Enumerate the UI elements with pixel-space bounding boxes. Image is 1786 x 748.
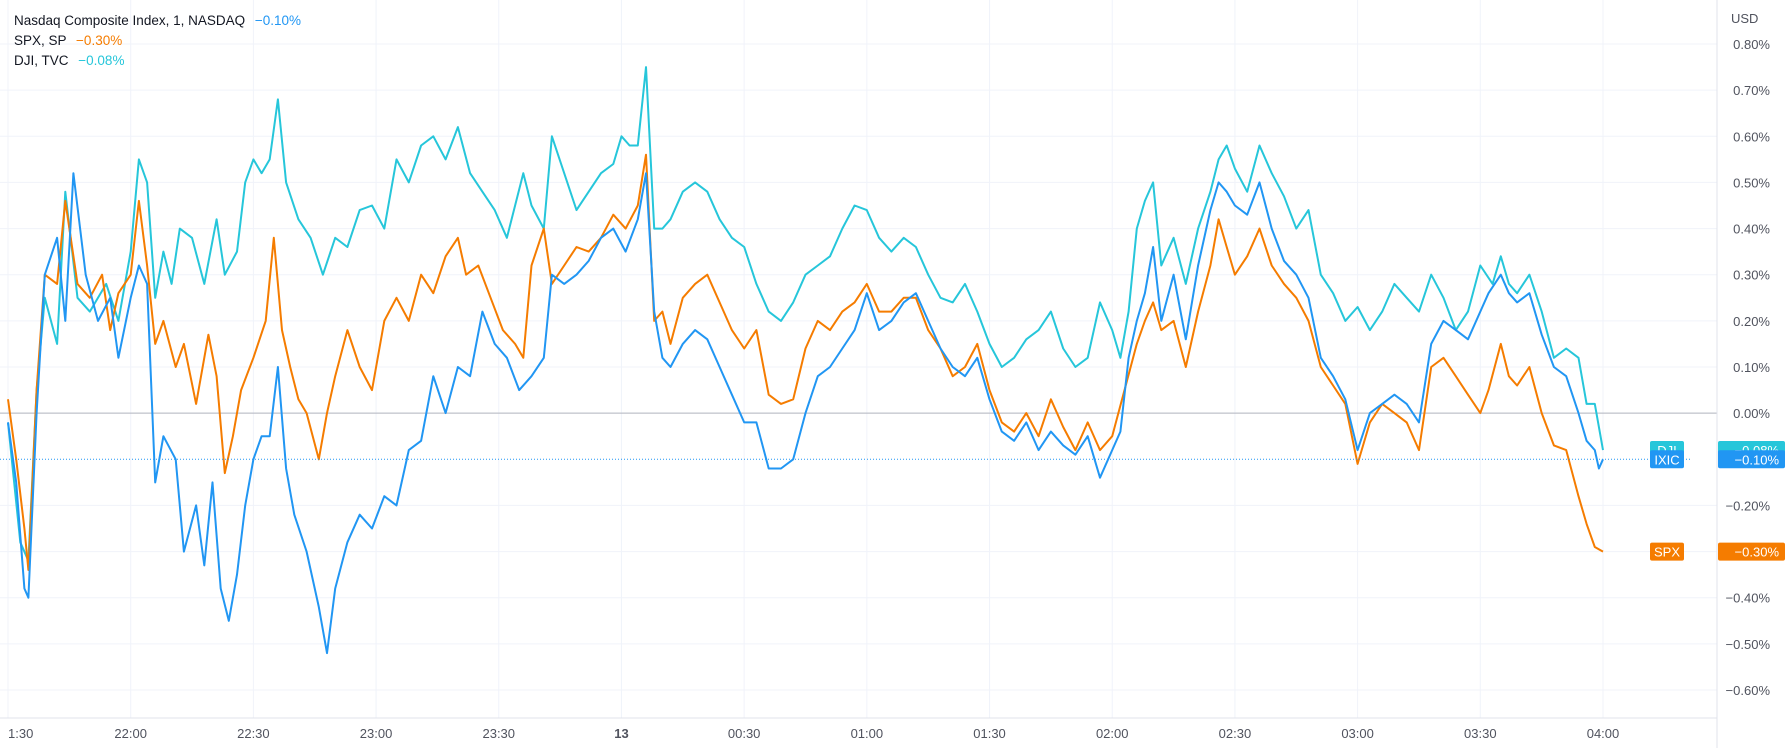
legend-row-ixic[interactable]: Nasdaq Composite Index, 1, NASDAQ −0.10% (14, 11, 301, 31)
legend-name: DJI, TVC (14, 53, 69, 68)
series-name-tag (1650, 450, 1684, 469)
x-tick-label: 01:00 (851, 726, 884, 741)
series-value-tag (1718, 450, 1785, 469)
legend-row-spx[interactable]: SPX, SP −0.30% (14, 31, 301, 51)
grid-lines (0, 0, 1717, 718)
price-axis[interactable]: 0.80% 0.70% 0.60% 0.50% 0.40% 0.30% 0.20% 0.10%… (1726, 37, 1771, 698)
series-name-tag (1650, 542, 1684, 561)
x-tick-label: 13 (614, 726, 628, 741)
time-axis[interactable]: 1:30 22:00 22:30 23:00 23:30 13 00:30 01:00 01:3… (8, 726, 1619, 741)
x-tick-label: 22:30 (237, 726, 270, 741)
series-value-tag-label: −0.30% (1735, 545, 1780, 560)
y-tick-label: 0.30% (1733, 268, 1770, 283)
series-value-tag-label: −0.10% (1735, 452, 1780, 467)
x-tick-label: 23:30 (482, 726, 515, 741)
badge-spx: SPX −0.30% (1650, 542, 1785, 561)
currency-label: USD (1731, 11, 1758, 26)
x-tick-label: 02:00 (1096, 726, 1129, 741)
legend-name: Nasdaq Composite Index, 1, NASDAQ (14, 13, 246, 28)
y-tick-label: 0.60% (1733, 129, 1770, 144)
legend-value: −0.30% (76, 33, 123, 48)
y-tick-label: 0.40% (1733, 222, 1770, 237)
legend-value: −0.10% (254, 13, 302, 28)
legend: Nasdaq Composite Index, 1, NASDAQ −0.10%… (14, 11, 301, 71)
series-name-tag-label: SPX (1654, 545, 1680, 560)
x-tick-label: 04:00 (1587, 726, 1620, 741)
x-tick-label: 01:30 (973, 726, 1006, 741)
y-tick-label: −0.20% (1726, 498, 1771, 513)
series-line-spx[interactable] (7, 153, 1604, 571)
legend-value: −0.08% (78, 53, 125, 68)
y-tick-label: −0.50% (1726, 637, 1771, 652)
last-value-badges: DJI−0.08%SPX−0.30%IXIC−0.10% (1650, 441, 1785, 561)
y-tick-label: 0.20% (1733, 314, 1770, 329)
x-tick-label: 00:30 (728, 726, 761, 741)
legend-name: SPX, SP (14, 33, 67, 48)
x-tick-label: 03:00 (1341, 726, 1374, 741)
x-tick-label: 03:30 (1464, 726, 1497, 741)
series-name-tag-label: IXIC (1654, 452, 1679, 467)
y-tick-label: 0.70% (1733, 83, 1770, 98)
x-tick-label: 23:00 (360, 726, 393, 741)
x-tick-label: 1:30 (8, 726, 33, 741)
y-tick-label: 0.10% (1733, 360, 1770, 375)
x-tick-label: 22:00 (114, 726, 147, 741)
series-line-ixic[interactable] (7, 172, 1604, 655)
y-tick-label: −0.40% (1726, 591, 1771, 606)
series-line-dji[interactable] (7, 66, 1604, 562)
badge-ixic: IXIC −0.10% (1650, 450, 1785, 469)
legend-row-dji[interactable]: DJI, TVC −0.08% (14, 51, 301, 71)
series-value-tag (1718, 542, 1785, 561)
series-layer (7, 66, 1604, 655)
y-tick-label: −0.60% (1726, 683, 1771, 698)
y-tick-label: 0.80% (1733, 37, 1770, 52)
x-tick-label: 02:30 (1219, 726, 1252, 741)
y-tick-label: 0.50% (1733, 175, 1770, 190)
y-tick-label: 0.00% (1733, 406, 1770, 421)
